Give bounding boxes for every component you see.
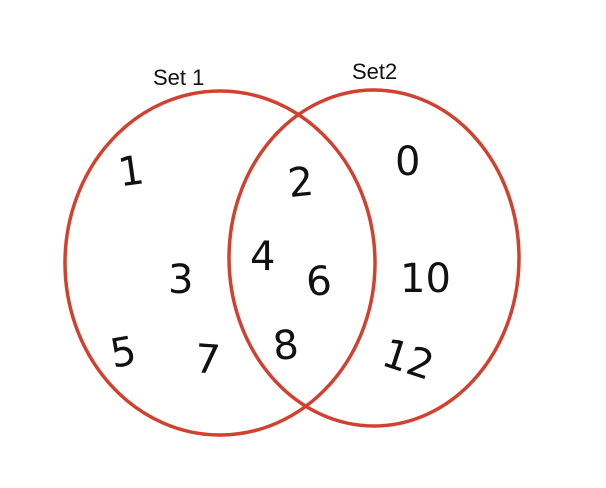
set-1-member: 7 bbox=[193, 336, 222, 384]
set-1-member: 1 bbox=[115, 147, 147, 196]
intersection-member: 2 bbox=[286, 159, 316, 207]
intersection-member: 8 bbox=[271, 322, 301, 370]
set-1-member: 5 bbox=[107, 328, 140, 378]
set-2-member: 0 bbox=[395, 139, 420, 185]
set-1-label: Set 1 bbox=[153, 65, 204, 90]
set-1-circle bbox=[63, 89, 377, 437]
set-2-label: Set2 bbox=[352, 59, 397, 84]
intersection-member: 6 bbox=[304, 258, 333, 306]
set-2-circle bbox=[227, 88, 521, 428]
intersection-member: 4 bbox=[250, 234, 275, 280]
set-2-member: 12 bbox=[377, 330, 440, 389]
set-2-member: 10 bbox=[400, 256, 451, 302]
set-1-member: 3 bbox=[168, 257, 193, 303]
